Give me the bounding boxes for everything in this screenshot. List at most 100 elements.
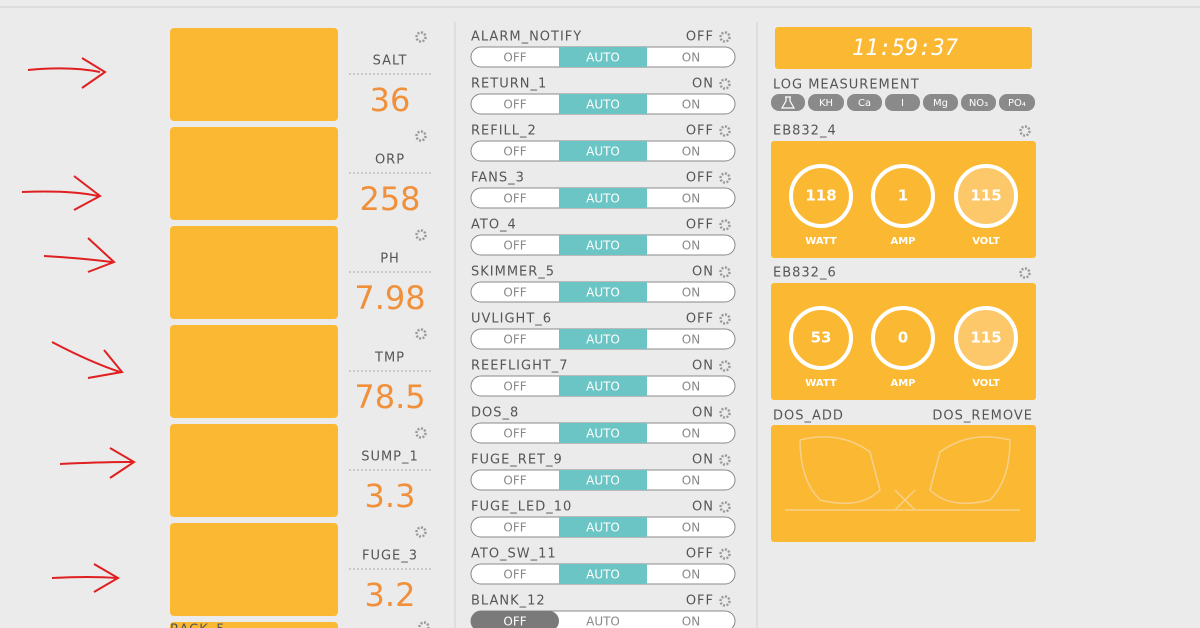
sensor-tile[interactable] [170, 523, 338, 616]
settings-icon-hole [723, 129, 727, 133]
outlet-state: ON [692, 265, 714, 280]
toggle-option[interactable]: OFF [503, 333, 526, 347]
sensor-tile[interactable] [170, 28, 338, 121]
settings-icon[interactable] [719, 266, 731, 278]
toggle-option[interactable]: ON [682, 380, 700, 394]
settings-icon[interactable] [415, 229, 427, 241]
gauge-unit: AMP [890, 378, 915, 389]
toggle-option[interactable]: OFF [503, 380, 526, 394]
dosing-panel[interactable] [771, 425, 1036, 542]
toggle-option[interactable]: OFF [503, 239, 526, 253]
toggle-option[interactable]: AUTO [586, 192, 620, 206]
settings-icon-hole [723, 599, 727, 603]
toggle-option[interactable]: AUTO [586, 51, 620, 65]
settings-icon[interactable] [415, 427, 427, 439]
settings-icon[interactable] [719, 172, 731, 184]
settings-icon[interactable] [1019, 267, 1031, 279]
outlet-name: UVLIGHT_6 [471, 312, 552, 327]
toggle-option[interactable]: ON [682, 474, 700, 488]
sensor-tile[interactable] [170, 424, 338, 517]
log-button[interactable] [885, 94, 920, 111]
settings-icon[interactable] [719, 219, 731, 231]
toggle-option[interactable]: OFF [503, 51, 526, 65]
toggle-option[interactable]: AUTO [586, 427, 620, 441]
toggle-option[interactable]: ON [682, 427, 700, 441]
toggle-option[interactable]: OFF [503, 286, 526, 300]
toggle-option[interactable]: AUTO [586, 145, 620, 159]
settings-icon[interactable] [719, 78, 731, 90]
settings-icon[interactable] [719, 548, 731, 560]
log-button[interactable] [847, 94, 882, 111]
toggle-option[interactable]: ON [682, 145, 700, 159]
settings-icon[interactable] [415, 526, 427, 538]
toggle-option[interactable]: OFF [503, 474, 526, 488]
meter-name: EB832_6 [773, 266, 837, 281]
outlet-name: FUGE_RET_9 [471, 453, 563, 468]
toggle-option[interactable]: OFF [503, 427, 526, 441]
log-button[interactable] [999, 94, 1035, 111]
gauge-unit: VOLT [972, 378, 1000, 389]
settings-icon[interactable] [719, 454, 731, 466]
outlet-state: ON [692, 359, 714, 374]
settings-icon[interactable] [719, 360, 731, 372]
log-button[interactable] [771, 94, 805, 111]
settings-icon[interactable] [415, 130, 427, 142]
settings-icon[interactable] [719, 313, 731, 325]
log-button[interactable] [923, 94, 958, 111]
settings-icon[interactable] [719, 407, 731, 419]
toggle-option[interactable]: AUTO [586, 380, 620, 394]
gauge-unit: WATT [805, 378, 837, 389]
outlet-name: FANS_3 [471, 171, 525, 186]
toggle-option[interactable]: ON [682, 286, 700, 300]
toggle-option[interactable]: ON [682, 333, 700, 347]
log-button[interactable] [961, 94, 996, 111]
toggle-option[interactable]: AUTO [586, 568, 620, 582]
toggle-option[interactable]: AUTO [586, 474, 620, 488]
sensor-tile[interactable] [170, 127, 338, 220]
settings-icon[interactable] [719, 595, 731, 607]
settings-icon[interactable] [1019, 125, 1031, 137]
toggle-option[interactable]: ON [682, 192, 700, 206]
toggle-option[interactable]: ON [682, 98, 700, 112]
toggle-option[interactable]: OFF [503, 145, 526, 159]
toggle-option[interactable]: ON [682, 239, 700, 253]
log-button-label: NO₃ [969, 98, 988, 109]
sensor-value: 3.3 [365, 477, 416, 515]
toggle-option[interactable]: ON [682, 51, 700, 65]
toggle-option[interactable]: ON [682, 568, 700, 582]
log-button-label: KH [819, 98, 833, 109]
toggle-option[interactable]: OFF [503, 568, 526, 582]
gauge-unit: VOLT [972, 236, 1000, 247]
sensor-label: PH [380, 252, 400, 267]
toggle-option[interactable]: AUTO [586, 615, 620, 628]
toggle-option[interactable]: ON [682, 615, 700, 628]
settings-icon[interactable] [719, 31, 731, 43]
outlet-state: ON [692, 453, 714, 468]
toggle-selected [559, 141, 647, 161]
toggle-option[interactable]: AUTO [586, 239, 620, 253]
sensor-value: 78.5 [354, 378, 425, 416]
toggle-option[interactable]: AUTO [586, 286, 620, 300]
toggle-selected [559, 470, 647, 490]
dosing-right: DOS_REMOVE [932, 409, 1033, 424]
settings-icon[interactable] [418, 621, 430, 628]
log-button[interactable] [808, 94, 844, 111]
settings-icon[interactable] [719, 125, 731, 137]
log-button-label: Mg [933, 98, 948, 109]
toggle-option[interactable]: AUTO [586, 98, 620, 112]
toggle-option[interactable]: OFF [503, 521, 526, 535]
outlet-state: OFF [686, 124, 714, 139]
toggle-option[interactable]: OFF [503, 192, 526, 206]
settings-icon[interactable] [415, 328, 427, 340]
outlet-state: OFF [686, 312, 714, 327]
settings-icon[interactable] [719, 501, 731, 513]
toggle-option[interactable]: OFF [503, 98, 526, 112]
sensor-tile[interactable] [170, 226, 338, 319]
toggle-option[interactable]: AUTO [586, 333, 620, 347]
toggle-option[interactable]: ON [682, 521, 700, 535]
toggle-option[interactable]: AUTO [586, 521, 620, 535]
sensor-tile[interactable] [170, 325, 338, 418]
settings-icon[interactable] [415, 31, 427, 43]
toggle-option[interactable]: OFF [503, 615, 526, 628]
